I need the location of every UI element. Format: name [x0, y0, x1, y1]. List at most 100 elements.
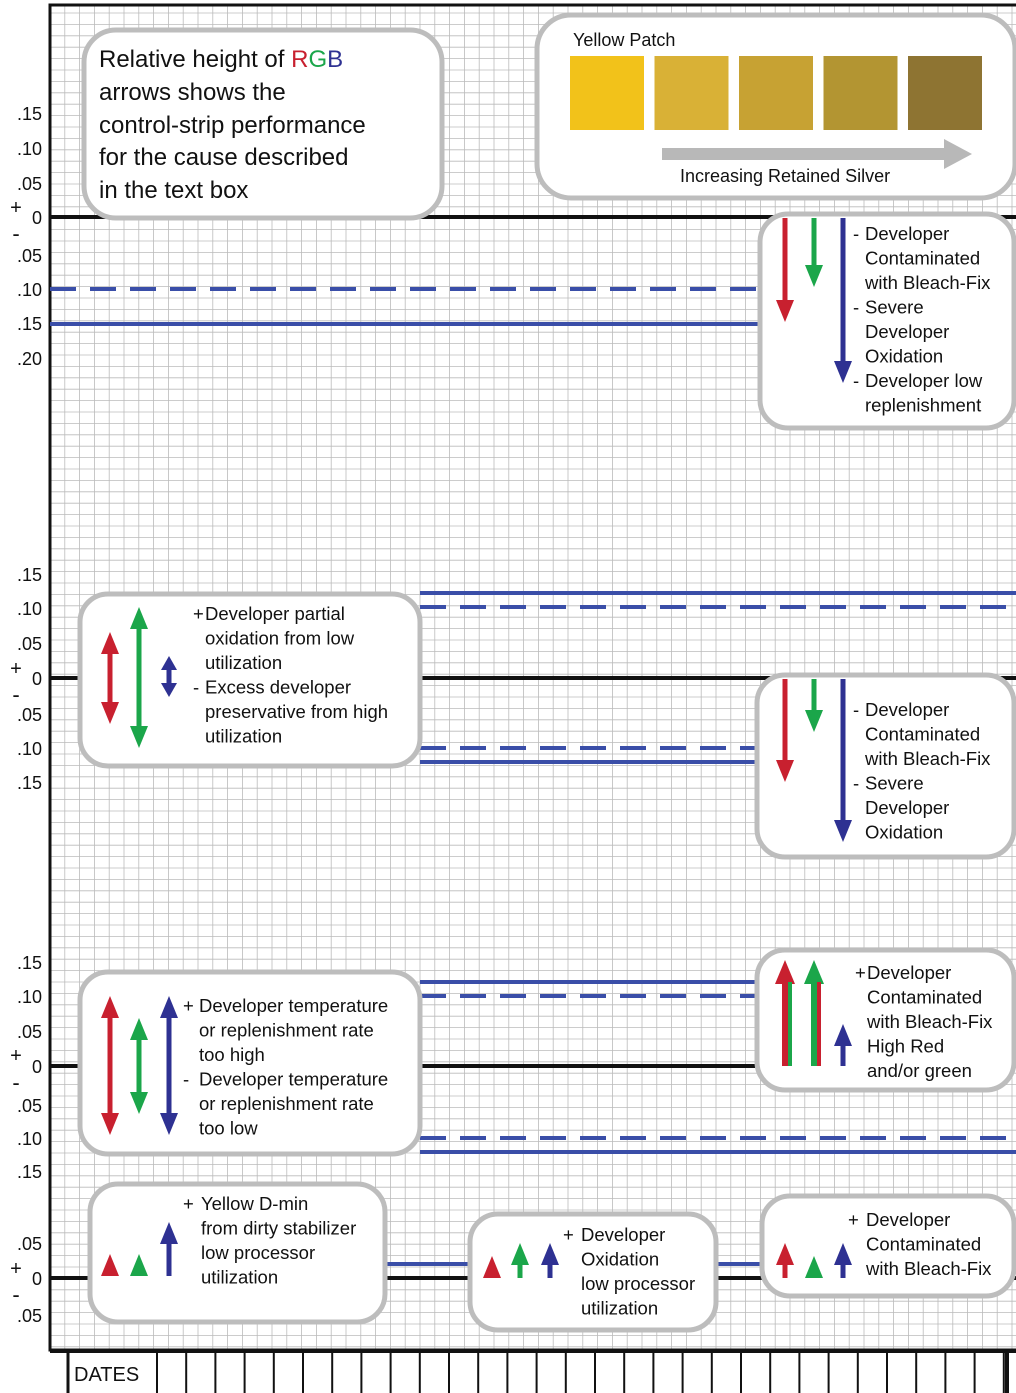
yellow-swatch: [739, 56, 813, 130]
cause-box-s4-mid-text: low processor: [581, 1273, 695, 1294]
cause-box-s2-left-text: preservative from high: [205, 701, 388, 722]
cause-box-s2-right-text: with Bleach-Fix: [864, 748, 991, 769]
green-arrow-head-up: [130, 1018, 148, 1040]
cause-box-s3-right-text: and/or green: [867, 1060, 972, 1081]
cause-box-s2-right-sign: -: [853, 699, 859, 720]
cause-box-s4-mid-text: Developer: [581, 1224, 665, 1245]
cause-box-s2-right-text: Developer: [865, 699, 949, 720]
cause-box-s4-left-text: Yellow D-min: [201, 1193, 308, 1214]
cause-box-s4-mid: + Developer Oxidation low processor utilizat…: [467, 1211, 719, 1333]
red-arrow-head: [775, 960, 795, 984]
cause-box-s3-left-sign: +: [183, 995, 194, 1016]
legend-line-3: control-strip performance: [99, 112, 366, 139]
green-arrow-head-up: [130, 607, 148, 629]
cause-box-s2-left: + Developer partial oxidation from low util…: [77, 591, 423, 769]
tick-label: .15: [17, 1162, 42, 1182]
cause-box-s2-right-text: Developer: [865, 797, 949, 818]
blue-arrow-head: [834, 820, 852, 842]
dates-label: DATES: [74, 1364, 139, 1386]
cause-box-s4-mid-text: Oxidation: [581, 1249, 659, 1270]
red-arrow-head-down: [101, 702, 119, 724]
cause-box-s2-left-sign: -: [193, 677, 199, 698]
yellow-patch-title: Yellow Patch: [573, 30, 675, 50]
cause-box-s4-left-text: from dirty stabilizer: [201, 1218, 356, 1239]
cause-box-s4-right: + Developer Contaminated with Bleach-Fix: [759, 1193, 1016, 1299]
minus-sign: -: [12, 682, 19, 707]
cause-box-s1-right-text: Oxidation: [865, 346, 943, 367]
plus-sign: +: [10, 197, 22, 219]
blue-arrow-head: [834, 1243, 852, 1265]
tick-label: .05: [17, 1234, 42, 1254]
tick-label: .05: [17, 1022, 42, 1042]
yellow-swatch: [908, 56, 982, 130]
cause-box-s2-left-text: Excess developer: [205, 677, 351, 698]
blue-arrow-head: [834, 1024, 852, 1046]
tick-label: .05: [17, 634, 42, 654]
cause-box-s3-left: + Developer temperature or replenishment r…: [77, 969, 423, 1157]
yellow-patch-box: Yellow Patch Increasing Retained Silver: [534, 12, 1016, 201]
cause-box-s3-left-text: or replenishment rate: [199, 1093, 374, 1114]
cause-box-s3-left-text: or replenishment rate: [199, 1020, 374, 1041]
blue-arrow-head-down: [160, 1113, 178, 1135]
cause-box-s4-left-frame: [87, 1181, 388, 1325]
cause-box-s4-left-sign: +: [183, 1193, 194, 1214]
green-arrow-head: [805, 710, 823, 732]
blue-arrow-head-up: [161, 656, 177, 670]
tick-label: .15: [17, 314, 42, 334]
legend-line-2: arrows shows the: [99, 79, 286, 106]
legend-line-1: Relative height of RGB: [99, 46, 343, 73]
cause-box-s3-left-text: too low: [199, 1118, 258, 1139]
cause-box-s3-right-sign: +: [855, 962, 866, 983]
cause-box-s2-right-text: Oxidation: [865, 822, 943, 843]
cause-box-s1-right-sign: -: [853, 223, 859, 244]
tick-label: .05: [17, 246, 42, 266]
blue-arrow-head: [834, 361, 852, 383]
cause-box-s1-right-sign: -: [853, 370, 859, 391]
red-arrow-head: [776, 760, 794, 782]
cause-box-s2-left-frame: [77, 591, 423, 769]
cause-box-s1-right-text: Developer low: [865, 370, 983, 391]
cause-box-s1-right-text: with Bleach-Fix: [864, 272, 991, 293]
zero-label: 0: [32, 208, 42, 228]
cause-box-s4-left: + Yellow D-min from dirty stabilizer low pr…: [87, 1181, 388, 1325]
cause-box-s4-mid-frame: [467, 1211, 719, 1333]
yellow-swatch: [570, 56, 644, 130]
cause-box-s2-right-sign: -: [853, 773, 859, 794]
cause-box-s2-left-text: utilization: [205, 726, 282, 747]
cause-box-s3-left-text: Developer temperature: [199, 1069, 388, 1090]
cause-box-s4-right-text: Developer: [866, 1209, 950, 1230]
density-axis: .15.10.05+ 0-.05.10.15.20.15.10.05+ 0-.05.…: [10, 104, 42, 1326]
minus-sign: -: [12, 221, 19, 246]
cause-box-s4-right-text: with Bleach-Fix: [865, 1258, 992, 1279]
zero-label: 0: [32, 1057, 42, 1077]
legend-line-4: for the cause described: [99, 144, 348, 171]
dates-row: DATES: [50, 1349, 1016, 1393]
tick-label: .10: [17, 139, 42, 159]
cause-box-s2-right-frame: [754, 672, 1016, 860]
green-arrow-head-down: [130, 726, 148, 748]
red-arrow-head-down: [101, 1113, 119, 1135]
cause-box-s1-right-text: Developer: [865, 223, 949, 244]
cause-box-s3-left-sign: -: [183, 1069, 189, 1090]
zero-label: 0: [32, 669, 42, 689]
plus-sign: +: [10, 1045, 22, 1067]
tick-label: .15: [17, 953, 42, 973]
cause-box-s4-left-text: utilization: [201, 1267, 278, 1288]
cause-box-s2-right-text: Contaminated: [865, 724, 980, 745]
cause-box-s2-left-text: oxidation from low: [205, 628, 355, 649]
blue-arrow-head-down: [161, 683, 177, 697]
increasing-silver-label: Increasing Retained Silver: [680, 166, 890, 186]
plus-sign: +: [10, 1258, 22, 1280]
red-arrow-head-up: [101, 996, 119, 1018]
cause-box-s3-right: + Developer Contaminated with Bleach-Fix Hig…: [754, 947, 1016, 1093]
tick-label: .05: [17, 1306, 42, 1326]
cause-box-s2-left-sign: +: [193, 603, 204, 624]
tick-label: .15: [17, 565, 42, 585]
blue-arrow-head-up: [160, 996, 178, 1018]
minus-sign: -: [12, 1282, 19, 1307]
red-arrow-head: [776, 1243, 794, 1265]
blue-arrow-head: [160, 1222, 178, 1244]
cause-box-s4-right-frame: [759, 1193, 1016, 1299]
